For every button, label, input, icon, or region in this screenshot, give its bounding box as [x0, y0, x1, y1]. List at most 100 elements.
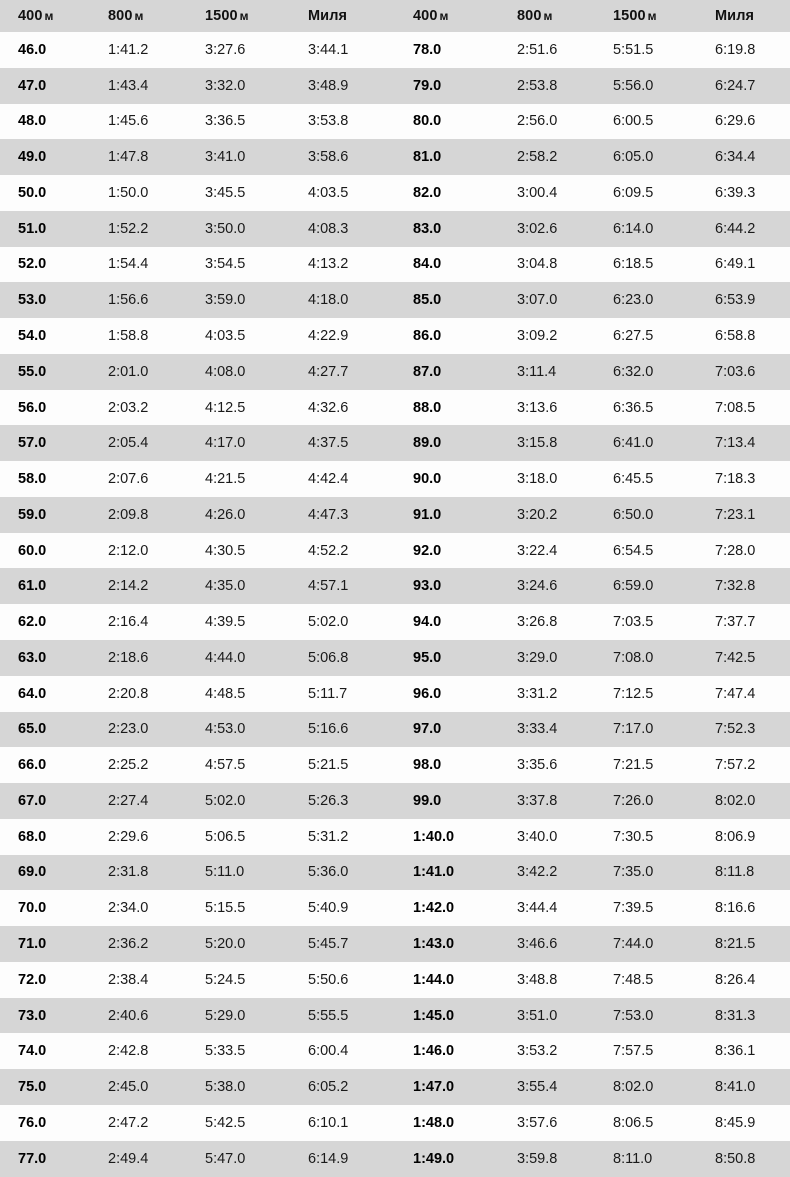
cell-time: 4:57.5 — [187, 747, 290, 784]
cell-time: 4:17.0 — [187, 425, 290, 462]
table-row[interactable]: 64.0 2:20.8 4:48.5 5:11.7 96.0 3:31.2 7:12.5 7:… — [0, 675, 790, 712]
cell-time: 7:28.0 — [697, 532, 790, 569]
cell-time: 3:18.0 — [499, 461, 595, 497]
table-row[interactable]: 58.0 2:07.6 4:21.5 4:42.4 90.0 3:18.0 6:45.5 7:… — [0, 461, 790, 497]
table-row[interactable]: 63.0 2:18.6 4:44.0 5:06.8 95.0 3:29.0 7:08.0 7:… — [0, 640, 790, 676]
cell-time: 5:55.5 — [290, 997, 395, 1034]
cell-time: 2:31.8 — [90, 854, 187, 891]
table-row[interactable]: 46.0 1:41.2 3:27.6 3:44.1 78.0 2:51.6 5:51.5 6:… — [0, 32, 790, 68]
cell-time: 5:24.5 — [187, 961, 290, 998]
header-unit: м — [647, 9, 657, 23]
cell-time: 3:44.1 — [290, 32, 395, 68]
cell-time: 1:50.0 — [90, 175, 187, 211]
cell-pace-key: 95.0 — [395, 640, 499, 676]
table-row[interactable]: 60.0 2:12.0 4:30.5 4:52.2 92.0 3:22.4 6:54.5 7:… — [0, 532, 790, 569]
table-row[interactable]: 67.0 2:27.4 5:02.0 5:26.3 99.0 3:37.8 7:26.0 8:… — [0, 783, 790, 819]
table-row[interactable]: 59.0 2:09.8 4:26.0 4:47.3 91.0 3:20.2 6:50.0 7:… — [0, 496, 790, 533]
cell-pace-key: 76.0 — [0, 1104, 90, 1141]
table-row[interactable]: 54.0 1:58.8 4:03.5 4:22.9 86.0 3:09.2 6:27.5 6:… — [0, 318, 790, 354]
cell-pace-key: 57.0 — [0, 425, 90, 462]
cell-time: 6:59.0 — [595, 568, 697, 605]
cell-time: 6:00.4 — [290, 1033, 395, 1070]
cell-time: 4:32.6 — [290, 389, 395, 426]
cell-time: 3:54.5 — [187, 246, 290, 283]
table-row[interactable]: 51.0 1:52.2 3:50.0 4:08.3 83.0 3:02.6 6:14.0 6:… — [0, 210, 790, 247]
header-400m-left[interactable]: 400 м — [0, 0, 90, 32]
table-row[interactable]: 52.0 1:54.4 3:54.5 4:13.2 84.0 3:04.8 6:18.5 6:… — [0, 246, 790, 283]
cell-time: 5:51.5 — [595, 32, 697, 68]
cell-time: 6:19.8 — [697, 32, 790, 68]
table-row[interactable]: 69.0 2:31.8 5:11.0 5:36.0 1:41.0 3:42.2 7:35.0… — [0, 854, 790, 891]
header-mile-left[interactable]: Миля — [290, 0, 395, 32]
cell-time: 2:47.2 — [90, 1104, 187, 1141]
cell-pace-key: 62.0 — [0, 604, 90, 641]
cell-time: 4:47.3 — [290, 496, 395, 533]
cell-time: 5:11.7 — [290, 675, 395, 712]
cell-time: 2:09.8 — [90, 496, 187, 533]
cell-time: 3:32.0 — [187, 67, 290, 104]
cell-time: 2:29.6 — [90, 818, 187, 855]
cell-pace-key: 1:42.0 — [395, 890, 499, 927]
table-row[interactable]: 72.0 2:38.4 5:24.5 5:50.6 1:44.0 3:48.8 7:48.5… — [0, 961, 790, 998]
cell-time: 3:35.6 — [499, 747, 595, 784]
cell-pace-key: 52.0 — [0, 246, 90, 283]
table-row[interactable]: 57.0 2:05.4 4:17.0 4:37.5 89.0 3:15.8 6:41.0 7:… — [0, 425, 790, 462]
cell-time: 7:57.5 — [595, 1033, 697, 1070]
cell-time: 4:22.9 — [290, 318, 395, 354]
cell-time: 6:32.0 — [595, 353, 697, 390]
table-row[interactable]: 74.0 2:42.8 5:33.5 6:00.4 1:46.0 3:53.2 7:57.5… — [0, 1033, 790, 1070]
table-row[interactable]: 76.0 2:47.2 5:42.5 6:10.1 1:48.0 3:57.6 8:06.5… — [0, 1104, 790, 1141]
cell-time: 2:38.4 — [90, 961, 187, 998]
cell-pace-key: 71.0 — [0, 926, 90, 962]
table-row[interactable]: 50.0 1:50.0 3:45.5 4:03.5 82.0 3:00.4 6:09.5 6:… — [0, 175, 790, 211]
cell-time: 4:53.0 — [187, 711, 290, 748]
table-row[interactable]: 62.0 2:16.4 4:39.5 5:02.0 94.0 3:26.8 7:03.5 7:… — [0, 604, 790, 641]
header-800m-left[interactable]: 800 м — [90, 0, 187, 32]
cell-time: 2:45.0 — [90, 1069, 187, 1105]
cell-time: 6:58.8 — [697, 318, 790, 354]
cell-time: 8:41.0 — [697, 1069, 790, 1105]
table-row[interactable]: 47.0 1:43.4 3:32.0 3:48.9 79.0 2:53.8 5:56.0 6:… — [0, 67, 790, 104]
table-row[interactable]: 75.0 2:45.0 5:38.0 6:05.2 1:47.0 3:55.4 8:02.0… — [0, 1069, 790, 1105]
cell-time: 7:48.5 — [595, 961, 697, 998]
header-unit: м — [134, 9, 144, 23]
cell-time: 4:48.5 — [187, 675, 290, 712]
cell-time: 4:57.1 — [290, 568, 395, 605]
cell-time: 6:54.5 — [595, 532, 697, 569]
cell-pace-key: 97.0 — [395, 711, 499, 748]
table-row[interactable]: 66.0 2:25.2 4:57.5 5:21.5 98.0 3:35.6 7:21.5 7:… — [0, 747, 790, 784]
cell-time: 2:20.8 — [90, 675, 187, 712]
table-row[interactable]: 48.0 1:45.6 3:36.5 3:53.8 80.0 2:56.0 6:00.5 6:… — [0, 103, 790, 140]
cell-time: 3:20.2 — [499, 496, 595, 533]
table-row[interactable]: 55.0 2:01.0 4:08.0 4:27.7 87.0 3:11.4 6:32.0 7:… — [0, 353, 790, 390]
header-1500m-right[interactable]: 1500 м — [595, 0, 697, 32]
table-row[interactable]: 68.0 2:29.6 5:06.5 5:31.2 1:40.0 3:40.0 7:30.5… — [0, 818, 790, 855]
table-row[interactable]: 73.0 2:40.6 5:29.0 5:55.5 1:45.0 3:51.0 7:53.0… — [0, 997, 790, 1034]
cell-time: 7:18.3 — [697, 461, 790, 497]
table-row[interactable]: 71.0 2:36.2 5:20.0 5:45.7 1:43.0 3:46.6 7:44.0… — [0, 926, 790, 962]
cell-pace-key: 59.0 — [0, 496, 90, 533]
cell-time: 6:34.4 — [697, 139, 790, 176]
header-unit: м — [239, 9, 249, 23]
table-row[interactable]: 53.0 1:56.6 3:59.0 4:18.0 85.0 3:07.0 6:23.0 6:… — [0, 282, 790, 319]
table-row[interactable]: 65.0 2:23.0 4:53.0 5:16.6 97.0 3:33.4 7:17.0 7:… — [0, 711, 790, 748]
header-400m-right[interactable]: 400 м — [395, 0, 499, 32]
table-row[interactable]: 56.0 2:03.2 4:12.5 4:32.6 88.0 3:13.6 6:36.5 7:… — [0, 389, 790, 426]
table-row[interactable]: 49.0 1:47.8 3:41.0 3:58.6 81.0 2:58.2 6:05.0 6:… — [0, 139, 790, 176]
table-header: 400 м 800 м 1500 м Миля 400 м 800 м 1500 м Миля — [0, 0, 790, 32]
cell-time: 6:39.3 — [697, 175, 790, 211]
cell-time: 5:31.2 — [290, 818, 395, 855]
cell-time: 6:27.5 — [595, 318, 697, 354]
header-1500m-left[interactable]: 1500 м — [187, 0, 290, 32]
header-mile-right[interactable]: Миля — [697, 0, 790, 32]
cell-time: 3:53.8 — [290, 103, 395, 140]
cell-time: 5:06.5 — [187, 818, 290, 855]
cell-pace-key: 61.0 — [0, 568, 90, 605]
table-row[interactable]: 61.0 2:14.2 4:35.0 4:57.1 93.0 3:24.6 6:59.0 7:… — [0, 568, 790, 605]
cell-pace-key: 93.0 — [395, 568, 499, 605]
header-800m-right[interactable]: 800 м — [499, 0, 595, 32]
table-row[interactable]: 77.0 2:49.4 5:47.0 6:14.9 1:49.0 3:59.8 8:11.0… — [0, 1140, 790, 1177]
table-row[interactable]: 70.0 2:34.0 5:15.5 5:40.9 1:42.0 3:44.4 7:39.5… — [0, 890, 790, 927]
cell-pace-key: 92.0 — [395, 532, 499, 569]
cell-time: 3:40.0 — [499, 818, 595, 855]
